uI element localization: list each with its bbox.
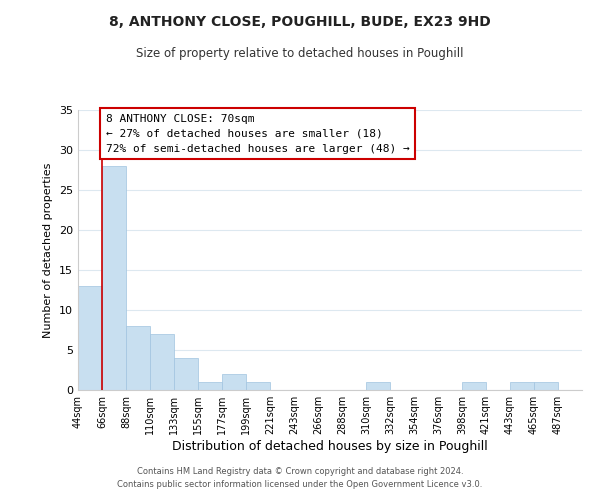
Bar xyxy=(198,382,222,390)
Bar xyxy=(462,382,486,390)
X-axis label: Distribution of detached houses by size in Poughill: Distribution of detached houses by size … xyxy=(172,440,488,453)
Bar xyxy=(174,358,198,390)
Bar xyxy=(534,382,558,390)
Y-axis label: Number of detached properties: Number of detached properties xyxy=(43,162,53,338)
Text: 8, ANTHONY CLOSE, POUGHILL, BUDE, EX23 9HD: 8, ANTHONY CLOSE, POUGHILL, BUDE, EX23 9… xyxy=(109,15,491,29)
Text: Contains public sector information licensed under the Open Government Licence v3: Contains public sector information licen… xyxy=(118,480,482,489)
Text: Contains HM Land Registry data © Crown copyright and database right 2024.: Contains HM Land Registry data © Crown c… xyxy=(137,467,463,476)
Bar xyxy=(102,166,126,390)
Bar xyxy=(126,326,150,390)
Text: Size of property relative to detached houses in Poughill: Size of property relative to detached ho… xyxy=(136,48,464,60)
Bar xyxy=(78,286,102,390)
Bar xyxy=(246,382,270,390)
Bar xyxy=(150,334,174,390)
Bar xyxy=(510,382,534,390)
Bar xyxy=(366,382,390,390)
Bar xyxy=(222,374,246,390)
Text: 8 ANTHONY CLOSE: 70sqm
← 27% of detached houses are smaller (18)
72% of semi-det: 8 ANTHONY CLOSE: 70sqm ← 27% of detached… xyxy=(106,114,409,154)
